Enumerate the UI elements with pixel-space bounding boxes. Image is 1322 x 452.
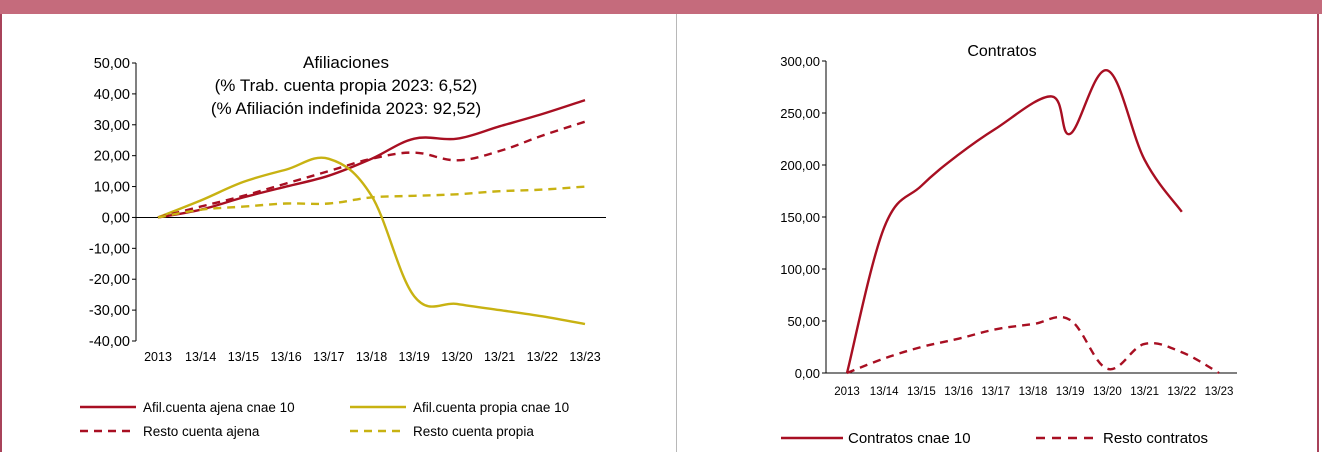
x-tick-label: 13/21 (1130, 386, 1159, 398)
chart-title: (% Afiliación indefinida 2023: 92,52) (211, 99, 481, 118)
x-tick-label: 13/17 (981, 386, 1010, 398)
right-border (1317, 14, 1319, 452)
afiliaciones-chart: 50,00 40,00 30,00 20,00 10,00 0,00 -10,00 -20,0… (80, 53, 606, 439)
x-tick-label: 13/20 (1093, 386, 1122, 398)
panel-divider (676, 14, 677, 452)
x-tick-label: 2013 (834, 386, 860, 398)
chart-title: Contratos (967, 43, 1036, 60)
y-tick-label: -20,00 (89, 272, 130, 288)
y-tick-label: -10,00 (89, 241, 130, 257)
x-tick-label: 13/14 (185, 350, 216, 364)
legend-label: Afil.cuenta ajena cnae 10 (143, 400, 295, 415)
chart-title: (% Trab. cuenta propia 2023: 6,52) (215, 76, 478, 95)
header-bar (0, 0, 1322, 14)
x-tick-label: 13/15 (228, 350, 259, 364)
chart-title: Afiliaciones (303, 53, 389, 72)
legend-label: Contratos cnae 10 (848, 430, 971, 447)
x-tick-label: 13/19 (399, 350, 430, 364)
x-tick-label: 13/22 (1167, 386, 1196, 398)
x-tick-label: 13/23 (569, 350, 600, 364)
x-tick-label: 13/19 (1056, 386, 1085, 398)
y-tick-label: 0,00 (795, 366, 820, 381)
y-tick-label: 20,00 (94, 149, 130, 165)
series-line-3 (157, 120, 586, 219)
x-tick-label: 13/14 (870, 386, 899, 398)
x-tick-label: 2013 (144, 350, 172, 364)
y-tick-label: 50,00 (94, 56, 130, 72)
y-tick-label: 10,00 (94, 180, 130, 196)
legend-label: Afil.cuenta propia cnae 10 (413, 400, 569, 415)
x-tick-label: 13/22 (527, 350, 558, 364)
series-line-1 (157, 98, 586, 219)
series-line-2 (157, 156, 586, 326)
y-tick-label: 0,00 (102, 210, 130, 226)
y-tick-label: 100,00 (780, 262, 820, 277)
y-tick-label: 40,00 (94, 87, 130, 103)
left-border (0, 14, 2, 452)
x-tick-label: 13/16 (944, 386, 973, 398)
series-line-2 (846, 315, 1220, 375)
x-tick-label: 13/18 (356, 350, 387, 364)
series-line-1 (845, 69, 1183, 374)
x-tick-label: 13/20 (441, 350, 472, 364)
x-tick-label: 13/16 (270, 350, 301, 364)
x-tick-label: 13/15 (907, 386, 936, 398)
x-tick-label: 13/18 (1019, 386, 1048, 398)
y-tick-label: -40,00 (89, 334, 130, 350)
legend-label: Resto contratos (1103, 430, 1208, 447)
y-tick-label: 300,00 (780, 54, 820, 69)
y-tick-label: 200,00 (780, 158, 820, 173)
series-line-4 (157, 185, 586, 219)
y-tick-label: 50,00 (787, 314, 820, 329)
y-tick-label: 30,00 (94, 118, 130, 134)
x-tick-label: 13/17 (313, 350, 344, 364)
legend-label: Resto cuenta propia (413, 424, 534, 439)
x-tick-label: 13/21 (484, 350, 515, 364)
y-tick-label: -30,00 (89, 303, 130, 319)
y-tick-label: 250,00 (780, 106, 820, 121)
y-tick-label: 150,00 (780, 210, 820, 225)
x-tick-label: 13/23 (1205, 386, 1234, 398)
legend-label: Resto cuenta ajena (143, 424, 260, 439)
